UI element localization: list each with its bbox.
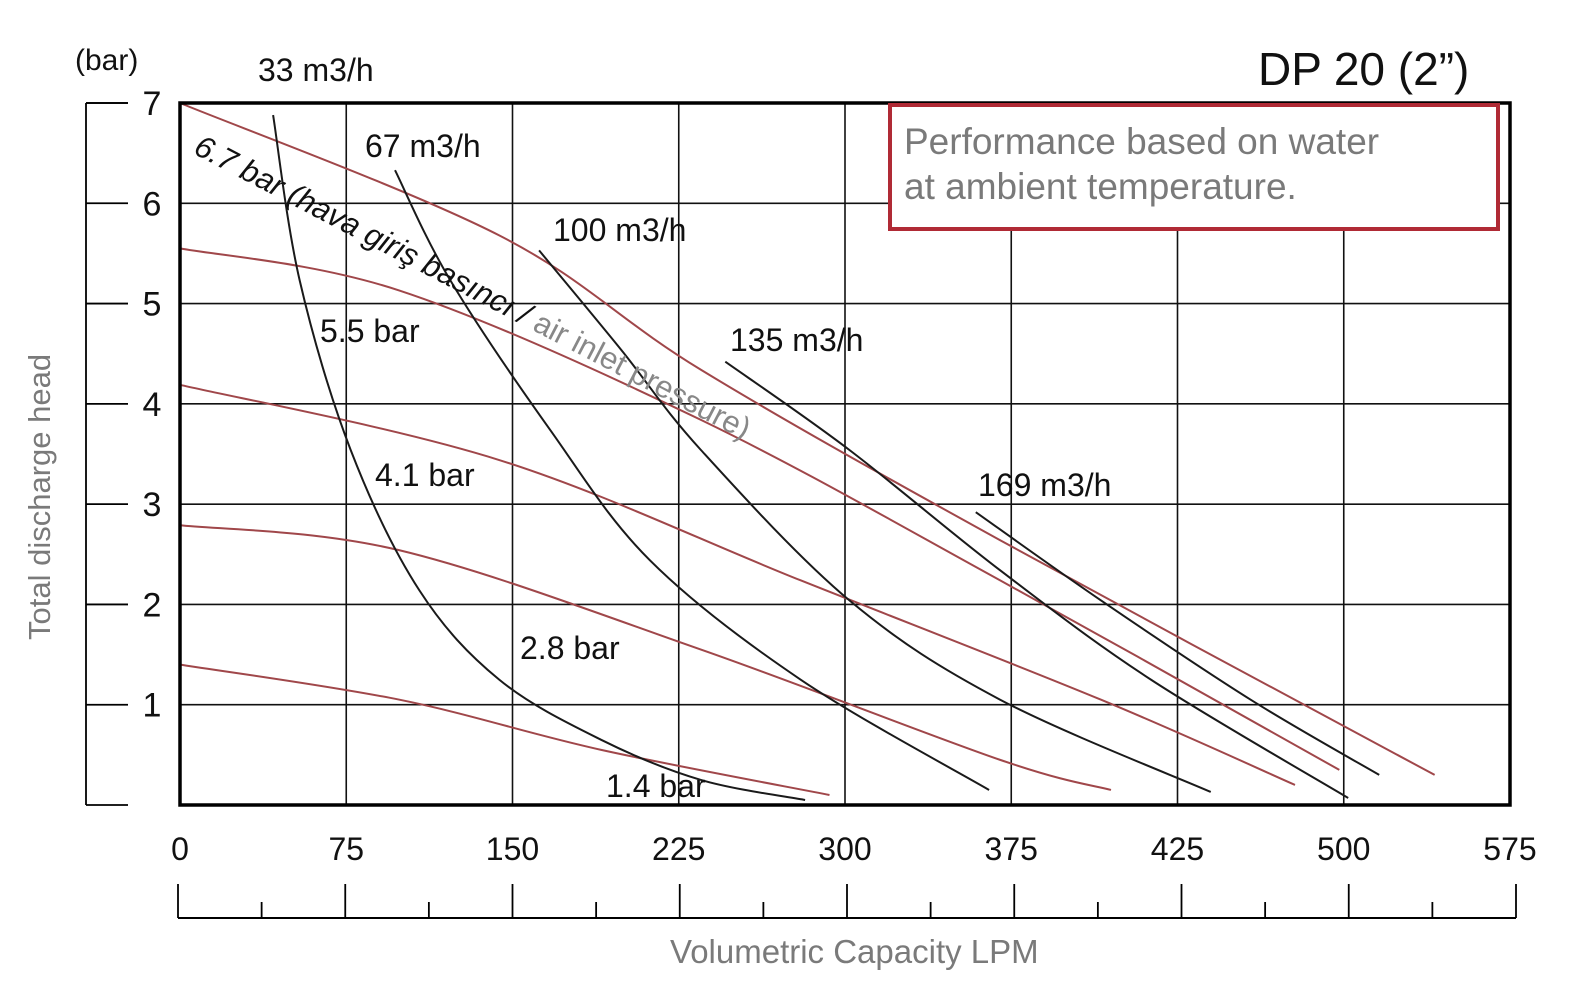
pressure-label-5-5: 5.5 bar — [320, 313, 420, 349]
flow-curve-100-m3-h — [538, 249, 1212, 793]
flow-curve-67-m3-h — [394, 169, 990, 791]
x-tick-label: 75 — [328, 831, 364, 867]
flow-curve-33-m3-h — [272, 114, 806, 801]
pressure-curve-4-1-bar — [179, 383, 1296, 786]
pressure-label-4-1: 4.1 bar — [375, 457, 475, 493]
pressure-curve-6-7-bar — [179, 102, 1436, 776]
y-tick-label: 2 — [143, 586, 162, 624]
performance-note-box: Performance based on water at ambient te… — [888, 103, 1500, 231]
flow-label-169: 169 m3/h — [978, 467, 1112, 503]
x-tick-label: 500 — [1317, 831, 1370, 867]
x-tick-label: 375 — [985, 831, 1038, 867]
pressure-curve-2-8-bar — [179, 524, 1112, 791]
x-tick-label: 0 — [171, 831, 189, 867]
flow-label-33: 33 m3/h — [258, 52, 374, 88]
flow-label-100: 100 m3/h — [553, 212, 687, 248]
y-tick-label: 5 — [143, 286, 162, 324]
pressure-curve-1-4-bar — [179, 663, 830, 796]
y-tick-label: 1 — [143, 687, 162, 725]
plot-frame — [178, 101, 1512, 807]
y-tick-label: 6 — [143, 185, 162, 223]
y-tick-label: 3 — [143, 486, 162, 524]
pressure-label-2-8: 2.8 bar — [520, 630, 620, 666]
x-tick-label: 300 — [818, 831, 871, 867]
chart-title: DP 20 (2”) — [1258, 43, 1470, 95]
y-axis-title: Total discharge head — [22, 353, 57, 640]
note-line-2: at ambient temperature. — [904, 166, 1297, 207]
x-tick-label: 575 — [1483, 831, 1536, 867]
pressure-curve-5-5-bar — [179, 247, 1340, 771]
flow-label-67: 67 m3/h — [365, 128, 481, 164]
flow-curve-169-m3-h — [975, 511, 1380, 776]
flow-curve-135-m3-h — [724, 360, 1349, 799]
x-tick-label: 150 — [486, 831, 539, 867]
x-tick-label: 425 — [1151, 831, 1204, 867]
y-tick-label: 4 — [143, 386, 162, 424]
x-axis-title: Volumetric Capacity LPM — [670, 933, 1039, 970]
pressure-label-1-4: 1.4 bar — [606, 768, 706, 804]
x-tick-label: 225 — [652, 831, 705, 867]
note-line-1: Performance based on water — [904, 121, 1380, 162]
y-tick-label: 7 — [143, 85, 162, 123]
y-unit-label: (bar) — [75, 44, 139, 77]
flow-label-135: 135 m3/h — [730, 322, 864, 358]
